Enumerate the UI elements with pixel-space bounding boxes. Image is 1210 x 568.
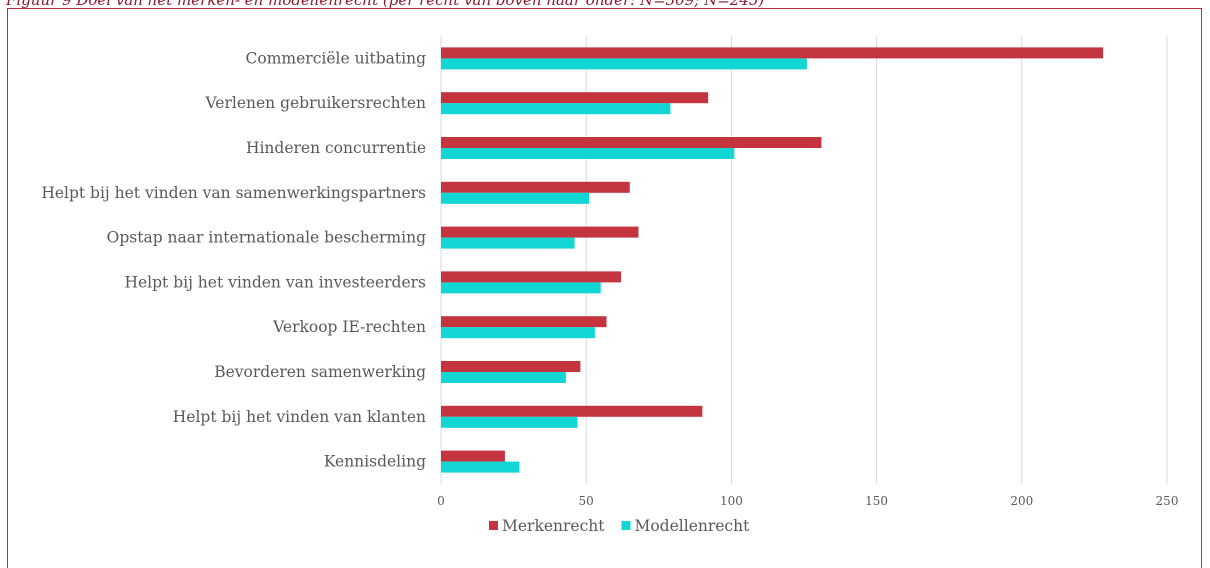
legend-swatch — [489, 521, 498, 530]
legend: Merkenrecht Modellenrecht — [489, 517, 750, 535]
figure-caption: Figuur 9 Doel van het merken- en modelle… — [6, 0, 765, 9]
bar-modellenrecht — [441, 327, 595, 339]
x-axis-tick-labels: 0 50 100 150 200 250 — [437, 494, 1178, 508]
x-tick-label: 50 — [579, 494, 594, 508]
bar-merkenrecht — [441, 405, 703, 417]
x-tick-label: 150 — [865, 494, 888, 508]
bar-modellenrecht — [441, 58, 807, 70]
category-label: Commerciële uitbating — [246, 49, 427, 67]
category-label: Bevorderen samenwerking — [214, 363, 426, 381]
bar-merkenrecht — [441, 361, 581, 372]
category-label: Hinderen concurrentie — [246, 139, 426, 157]
bar-modellenrecht — [441, 148, 735, 159]
category-label: Kennisdeling — [324, 453, 426, 471]
legend-label: Modellenrecht — [634, 517, 750, 535]
category-label: Helpt bij het vinden van investeerders — [124, 273, 426, 291]
bar-merkenrecht — [441, 316, 607, 328]
x-tick-label: 250 — [1156, 494, 1179, 508]
category-labels: Commerciële uitbating Verlenen gebruikers… — [41, 49, 426, 470]
category-label: Helpt bij het vinden van samenwerkingspa… — [41, 184, 426, 202]
category-label: Verlenen gebruikersrechten — [205, 94, 426, 112]
bar-merkenrecht — [441, 92, 709, 104]
bar-modellenrecht — [441, 461, 520, 473]
category-label: Helpt bij het vinden van klanten — [173, 408, 426, 426]
bar-merkenrecht — [441, 181, 630, 193]
bar-modellenrecht — [441, 103, 671, 115]
bar-merkenrecht — [441, 271, 622, 283]
legend-label: Merkenrecht — [502, 517, 605, 535]
category-label: Opstap naar internationale bescherming — [107, 229, 426, 247]
bars — [441, 47, 1104, 473]
bar-merkenrecht — [441, 226, 639, 238]
x-tick-label: 100 — [720, 494, 743, 508]
chart-frame — [7, 8, 1202, 568]
bar-modellenrecht — [441, 372, 566, 383]
x-tick-label: 0 — [437, 494, 445, 508]
bar-modellenrecht — [441, 237, 575, 249]
bar-merkenrecht — [441, 137, 822, 148]
x-tick-label: 200 — [1010, 494, 1033, 508]
bar-modellenrecht — [441, 416, 578, 428]
bar-modellenrecht — [441, 282, 601, 294]
bar-merkenrecht — [441, 47, 1104, 59]
legend-swatch — [621, 521, 631, 530]
category-label: Verkoop IE-rechten — [272, 318, 426, 336]
bar-modellenrecht — [441, 192, 590, 204]
bar-merkenrecht — [441, 450, 505, 462]
